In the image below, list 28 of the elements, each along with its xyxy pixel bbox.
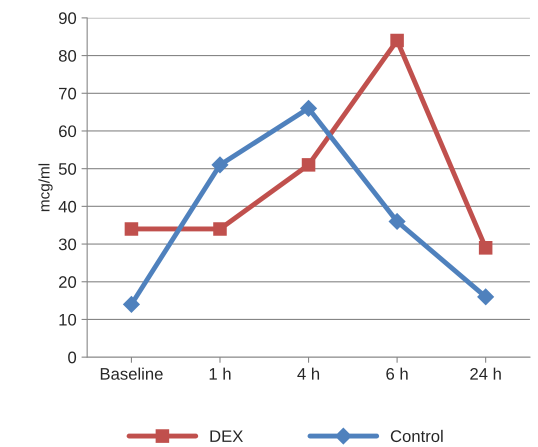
point: [300, 100, 317, 117]
point: [478, 241, 492, 255]
point: [477, 288, 494, 306]
y-tick-label: 0: [68, 352, 76, 364]
y-tick-label: 80: [58, 50, 76, 62]
point: [302, 158, 316, 172]
y-tick-label: 70: [59, 88, 76, 100]
point: [388, 213, 406, 230]
y-tick-label: 30: [58, 238, 76, 250]
point: [390, 34, 404, 48]
x-tick-label: 24 h: [470, 368, 501, 380]
x-tick-label: 4 h: [297, 368, 320, 380]
legend-label: Control: [390, 430, 443, 442]
y-tick-label: 90: [58, 12, 76, 24]
y-tick-label: 10: [59, 314, 76, 326]
y-tick-label: 60: [59, 125, 76, 138]
x-tick-label: Baseline: [100, 368, 163, 380]
y-axis-title: mcg/ml: [38, 164, 53, 212]
legend-label: DEX: [210, 430, 243, 442]
point: [124, 222, 138, 236]
point: [123, 296, 140, 313]
x-tick-label: 6 h: [386, 368, 408, 380]
y-tick-label: 50: [58, 163, 76, 175]
y-tick-label: 20: [59, 276, 76, 288]
point: [213, 222, 227, 236]
y-tick-label: 40: [58, 200, 76, 213]
x-tick-label: 1 h: [210, 368, 230, 380]
point: [212, 156, 228, 174]
